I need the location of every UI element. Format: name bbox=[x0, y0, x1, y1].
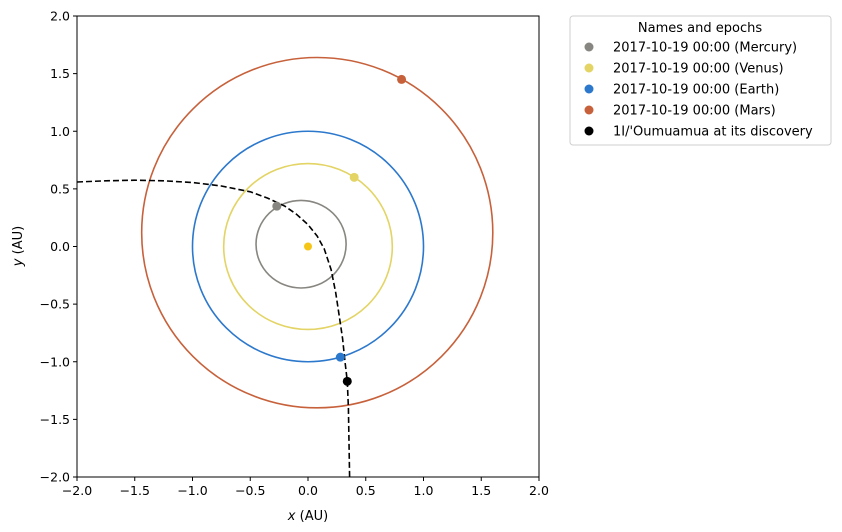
y-tick-label: 0.5 bbox=[50, 181, 70, 196]
trajectory-oumuamua bbox=[77, 179, 351, 477]
x-tick-label: 0.0 bbox=[298, 483, 318, 498]
orbit-mercury bbox=[255, 199, 347, 289]
orbit-mars bbox=[140, 56, 494, 409]
legend-label: 2017-10-19 00:00 (Mercury) bbox=[613, 41, 797, 56]
y-axis: −2.0 −1.5 −1.0 −0.5 0.0 0.5 1.0 1.5 2.0 bbox=[40, 9, 77, 485]
plot-area bbox=[77, 56, 494, 477]
orbit-earth bbox=[191, 130, 425, 363]
sun-marker bbox=[304, 242, 312, 251]
y-tick-label: −1.0 bbox=[40, 354, 70, 369]
y-tick-label: 0.0 bbox=[50, 239, 70, 254]
x-tick-label: −1.0 bbox=[177, 483, 207, 498]
y-tick-label: 2.0 bbox=[50, 9, 70, 24]
legend-box bbox=[569, 15, 832, 146]
legend-marker bbox=[584, 105, 594, 115]
x-tick-label: −0.5 bbox=[235, 483, 265, 498]
legend-label: 2017-10-19 00:00 (Venus) bbox=[613, 62, 784, 77]
legend-marker bbox=[584, 42, 594, 52]
marker-earth bbox=[335, 352, 345, 362]
y-tick-label: 1.5 bbox=[50, 66, 70, 81]
marker-1i-oumuamua bbox=[342, 376, 352, 386]
legend-label: 2017-10-19 00:00 (Earth) bbox=[613, 83, 779, 98]
legend-marker bbox=[584, 126, 594, 136]
y-tick-label: −1.5 bbox=[40, 412, 70, 427]
marker-mercury bbox=[272, 201, 282, 211]
marker-mars bbox=[397, 74, 407, 84]
orbit-venus bbox=[222, 162, 394, 331]
legend-marker bbox=[584, 63, 594, 73]
x-tick-label: −2.0 bbox=[62, 483, 92, 498]
y-tick-label: −2.0 bbox=[40, 470, 70, 485]
x-axis-label: x (AU) bbox=[287, 509, 328, 524]
y-tick-label: −0.5 bbox=[40, 297, 70, 312]
x-tick-label: 1.5 bbox=[471, 483, 491, 498]
legend-label: 1I/'Oumuamua at its discovery bbox=[613, 125, 813, 140]
x-tick-label: 1.0 bbox=[414, 483, 434, 498]
legend-entries: 2017-10-19 00:00 (Mercury) 2017-10-19 00:… bbox=[584, 41, 813, 140]
x-tick-label: −1.5 bbox=[120, 483, 150, 498]
legend-title: Names and epochs bbox=[638, 21, 762, 36]
x-tick-label: 0.5 bbox=[356, 483, 376, 498]
x-axis: −2.0 −1.5 −1.0 −0.5 0.0 0.5 1.0 1.5 2.0 bbox=[62, 477, 549, 498]
legend: Names and epochs 2017-10-19 00:00 (Mercu… bbox=[569, 15, 832, 146]
marker-venus bbox=[349, 172, 359, 182]
legend-label: 2017-10-19 00:00 (Mars) bbox=[613, 104, 776, 119]
legend-marker bbox=[584, 84, 594, 94]
y-tick-label: 1.0 bbox=[50, 124, 70, 139]
x-tick-label: 2.0 bbox=[529, 483, 549, 498]
y-axis-label: y (AU) bbox=[11, 226, 26, 267]
